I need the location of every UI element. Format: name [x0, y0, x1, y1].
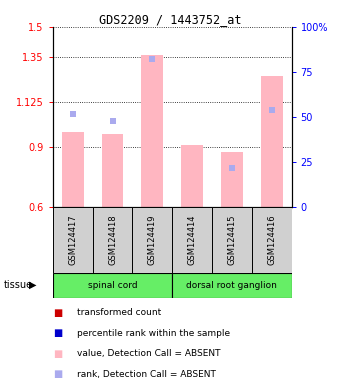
Text: GSM124417: GSM124417 [68, 215, 77, 265]
Bar [93, 207, 132, 273]
Bar [181, 145, 203, 207]
Text: tissue: tissue [3, 280, 32, 290]
Text: spinal cord: spinal cord [88, 281, 137, 290]
Text: GSM124414: GSM124414 [188, 215, 197, 265]
Text: GSM124416: GSM124416 [267, 215, 276, 265]
Text: GSM124418: GSM124418 [108, 215, 117, 265]
Text: GSM124415: GSM124415 [227, 215, 236, 265]
Bar [132, 207, 172, 273]
Bar [62, 132, 84, 207]
Text: ■: ■ [53, 328, 62, 338]
Text: GDS2209 / 1443752_at: GDS2209 / 1443752_at [99, 13, 242, 26]
Text: rank, Detection Call = ABSENT: rank, Detection Call = ABSENT [77, 369, 216, 379]
Bar [221, 152, 243, 207]
Text: transformed count: transformed count [77, 308, 161, 318]
Text: GSM124419: GSM124419 [148, 215, 157, 265]
Bar [172, 207, 212, 273]
Text: ■: ■ [53, 369, 62, 379]
Text: ▶: ▶ [29, 280, 36, 290]
Text: ■: ■ [53, 349, 62, 359]
Bar [212, 207, 252, 273]
Text: percentile rank within the sample: percentile rank within the sample [77, 329, 230, 338]
Text: value, Detection Call = ABSENT: value, Detection Call = ABSENT [77, 349, 220, 358]
Bar [102, 134, 123, 207]
Bar [53, 273, 172, 298]
Bar [142, 55, 163, 207]
Bar [261, 76, 283, 207]
Bar [252, 207, 292, 273]
Bar [172, 273, 292, 298]
Bar [53, 207, 93, 273]
Text: dorsal root ganglion: dorsal root ganglion [187, 281, 277, 290]
Text: ■: ■ [53, 308, 62, 318]
